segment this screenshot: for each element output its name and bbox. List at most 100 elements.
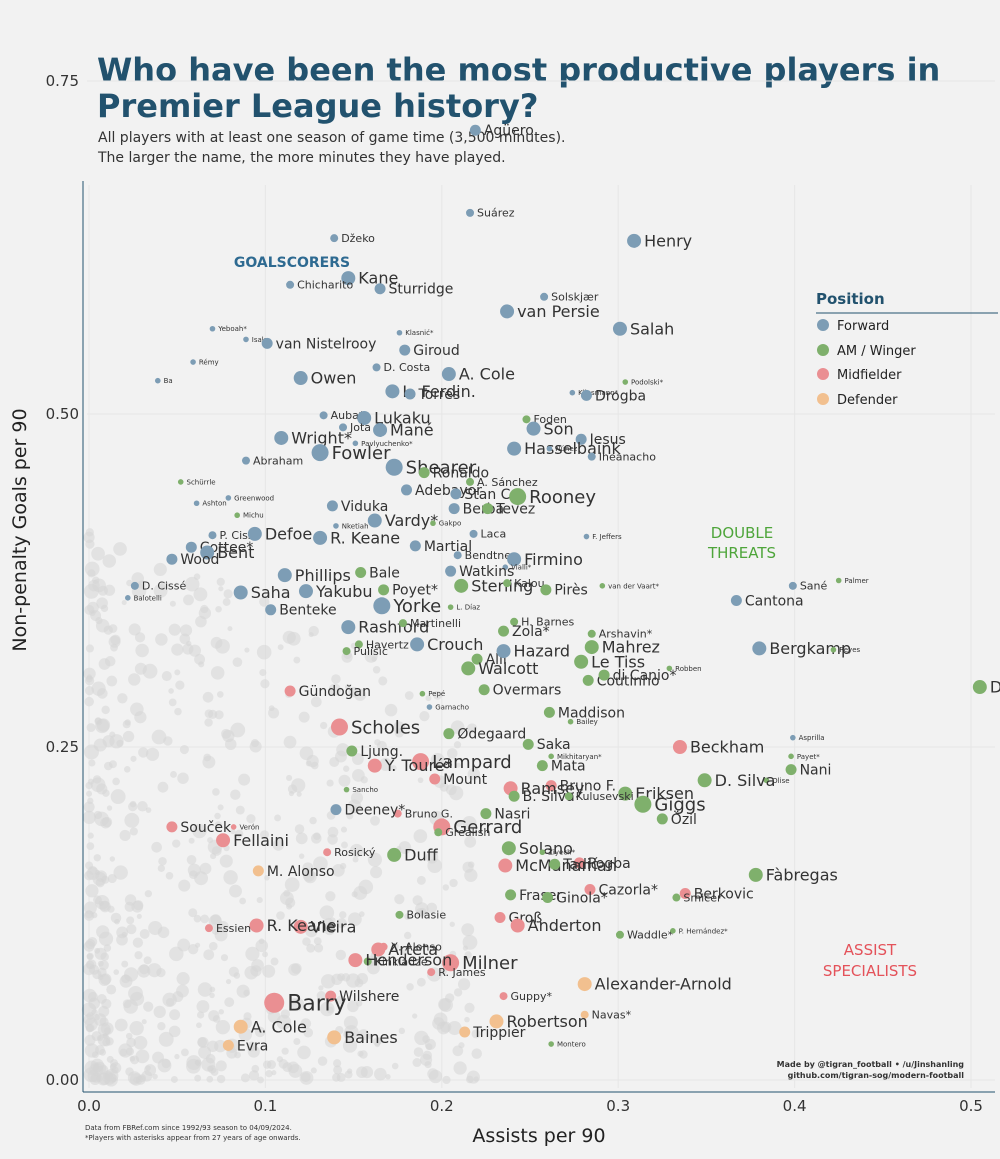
player-point	[327, 1030, 342, 1045]
player-point	[387, 847, 402, 862]
player-point	[427, 968, 436, 977]
background-point	[83, 801, 95, 813]
background-point	[85, 644, 94, 653]
background-point	[86, 723, 96, 733]
background-point	[85, 938, 96, 950]
player-label: Ljung.	[360, 744, 403, 760]
player-label: Overmars	[493, 683, 562, 699]
background-point	[153, 583, 168, 598]
background-point	[238, 773, 251, 786]
player-point	[627, 233, 642, 248]
background-point	[335, 949, 347, 961]
background-point	[462, 815, 477, 831]
player-point	[599, 583, 606, 589]
background-point	[462, 861, 474, 873]
player-label: Tevez	[495, 501, 535, 517]
player-label: Son	[544, 419, 574, 438]
background-point	[374, 1067, 387, 1081]
background-point	[141, 1019, 147, 1025]
background-point	[119, 829, 131, 842]
player-point	[522, 738, 534, 750]
background-point	[153, 1005, 166, 1019]
background-point	[85, 675, 93, 683]
player-point	[298, 584, 313, 599]
background-point	[165, 871, 174, 880]
player-label: Saha	[251, 583, 291, 602]
background-point	[99, 900, 111, 913]
background-point	[419, 711, 430, 722]
background-point	[347, 1000, 359, 1013]
background-point	[214, 812, 221, 820]
background-point	[178, 879, 191, 892]
player-label: Balotelli	[134, 594, 162, 602]
player-label: B. Silva	[523, 789, 575, 805]
background-point	[310, 696, 322, 708]
background-point	[392, 721, 406, 734]
background-point	[240, 1073, 250, 1083]
background-point	[430, 753, 445, 767]
player-point	[319, 411, 328, 420]
player-point	[429, 773, 441, 785]
background-point	[103, 761, 113, 771]
player-label: Ødegaard	[457, 727, 526, 743]
background-point	[309, 816, 317, 825]
background-point	[317, 1056, 328, 1066]
player-label: Džeko	[341, 232, 375, 245]
background-point	[163, 736, 173, 746]
player-label: Arteta	[388, 940, 438, 959]
player-label: Defoe	[265, 524, 312, 543]
player-point	[498, 858, 513, 873]
background-point	[170, 771, 177, 778]
player-point	[200, 545, 215, 560]
player-point	[430, 520, 436, 527]
background-point	[280, 1009, 290, 1019]
background-point	[186, 640, 192, 647]
background-point	[133, 1035, 148, 1050]
background-point	[112, 777, 120, 786]
background-point	[129, 1021, 144, 1036]
background-point	[424, 1038, 436, 1050]
background-point	[126, 924, 137, 935]
player-label: R. Keane	[267, 916, 337, 935]
background-point	[101, 705, 110, 715]
background-point	[218, 1009, 224, 1015]
player-label: Iheanacho	[599, 450, 656, 463]
background-point	[97, 585, 108, 596]
background-point	[171, 643, 184, 656]
background-point	[85, 781, 93, 790]
background-point	[85, 539, 95, 549]
background-point	[85, 528, 94, 537]
background-point	[91, 546, 105, 561]
background-point	[192, 823, 207, 839]
background-point	[412, 1057, 422, 1068]
player-point	[471, 653, 483, 665]
player-point	[216, 833, 231, 848]
background-point	[352, 856, 359, 863]
background-point	[99, 1017, 109, 1027]
player-label: R. Keane	[330, 528, 400, 547]
background-point	[180, 624, 193, 637]
player-point	[348, 953, 363, 968]
player-label: Pavlyuchenko*	[361, 440, 413, 448]
background-point	[144, 1064, 157, 1077]
background-point	[455, 819, 463, 827]
player-label: Martial	[424, 539, 472, 555]
background-point	[88, 579, 100, 592]
player-label: Ronaldo	[433, 466, 489, 482]
player-label: Crouch	[427, 635, 483, 654]
player-label: Nketiah	[342, 522, 369, 530]
background-point	[85, 884, 99, 898]
background-point	[113, 969, 120, 975]
background-point	[291, 997, 305, 1012]
player-point	[367, 513, 382, 528]
background-point	[102, 789, 110, 797]
player-label: Schürrle	[187, 478, 216, 486]
background-point	[200, 604, 209, 614]
player-point	[489, 1014, 504, 1029]
background-point	[145, 747, 160, 761]
background-point	[122, 999, 132, 1009]
background-point	[327, 826, 339, 838]
player-point	[545, 780, 557, 792]
background-point	[452, 1045, 464, 1057]
